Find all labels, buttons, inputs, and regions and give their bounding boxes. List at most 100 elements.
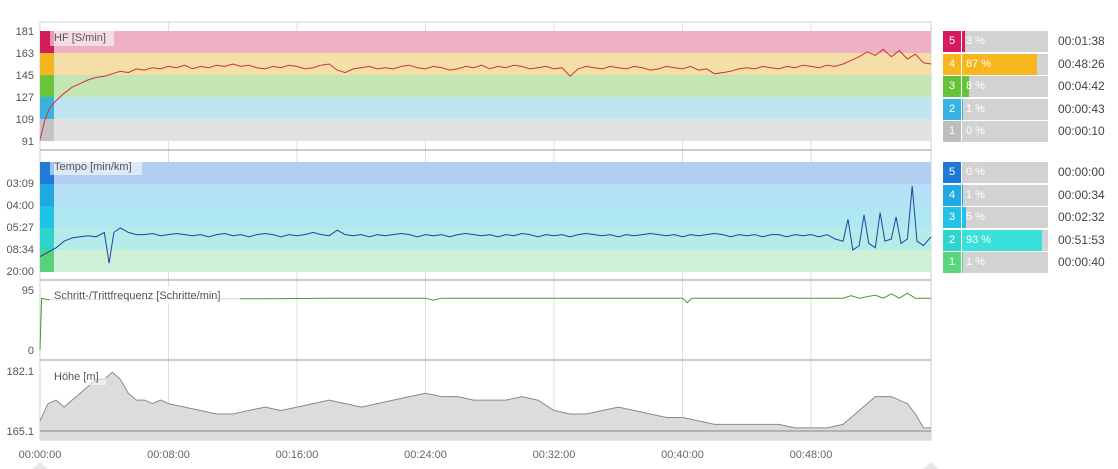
hf-zone-marker xyxy=(40,97,54,119)
zone-row-hf-5: 5 3 % 00:01:38 xyxy=(943,31,1113,52)
zone-bar: 3 % xyxy=(962,31,1048,52)
zone-percent: 1 % xyxy=(966,102,985,115)
zone-number: 5 xyxy=(943,31,961,52)
altitude-y-tick: 165.1 xyxy=(6,426,34,438)
x-tick-label: 00:40:00 xyxy=(661,449,704,461)
zone-row-tempo-4: 4 1 % 00:00:34 xyxy=(943,184,1113,206)
zone-time: 00:00:10 xyxy=(1058,124,1105,138)
zone-number: 1 xyxy=(943,121,961,142)
zone-bar-fill xyxy=(962,98,963,120)
zone-percent: 3 % xyxy=(966,35,985,47)
hf-y-tick: 91 xyxy=(22,136,34,148)
cadence-label-bg xyxy=(50,286,240,304)
zone-row-tempo-3: 3 5 % 00:02:32 xyxy=(943,207,1113,228)
zone-bar-fill xyxy=(962,229,1042,251)
tempo-label-bg xyxy=(50,157,142,175)
hf-zone-band xyxy=(40,97,931,119)
altitude-series-line xyxy=(39,371,931,429)
tempo-y-tick: 04:00 xyxy=(6,200,34,212)
tempo-y-tick: 08:34 xyxy=(6,244,34,256)
zone-row-tempo-2: 2 93 % 00:51:53 xyxy=(943,229,1113,251)
zone-bar-fill xyxy=(962,207,967,228)
tempo-zone-marker xyxy=(40,228,54,250)
hf-y-tick: 109 xyxy=(16,114,34,126)
zone-row-hf-2: 2 1 % 00:00:43 xyxy=(943,98,1113,120)
tempo-zone-marker xyxy=(40,206,54,228)
x-tick-label: 00:24:00 xyxy=(404,449,447,461)
zone-bar-fill xyxy=(962,31,965,52)
altitude-label-bg xyxy=(50,367,106,385)
zone-percent: 8 % xyxy=(966,80,985,92)
zone-bar: 8 % xyxy=(962,76,1048,97)
tempo-zone-band xyxy=(40,162,931,184)
zone-number: 5 xyxy=(943,162,961,183)
x-tick-label: 00:16:00 xyxy=(276,449,319,461)
zone-time: 00:48:26 xyxy=(1058,56,1105,71)
tempo-zone-band xyxy=(40,228,931,250)
zone-time: 00:00:40 xyxy=(1058,255,1105,269)
hf-zone-band xyxy=(40,75,931,97)
x-tick-label: 00:00:00 xyxy=(19,449,62,461)
scroll-marker-left xyxy=(32,462,48,469)
altitude-y-tick: 182.1 xyxy=(6,366,34,378)
tempo-panel-label: Tempo [min/km] xyxy=(54,161,132,173)
zone-row-tempo-1: 1 1 % 00:00:40 xyxy=(943,252,1113,273)
tempo-zone-marker xyxy=(40,184,54,206)
zone-row-hf-1: 1 0 % 00:00:10 xyxy=(943,121,1113,142)
zone-number: 2 xyxy=(943,229,961,251)
zone-time: 00:00:00 xyxy=(1058,165,1105,179)
altitude-panel-label: Höhe [m] xyxy=(54,371,99,383)
zone-percent: 5 % xyxy=(966,211,985,223)
zone-row-tempo-5: 5 0 % 00:00:00 xyxy=(943,162,1113,183)
zone-bar: 0 % xyxy=(962,121,1048,142)
zone-bar: 1 % xyxy=(962,252,1048,273)
tempo-zone-band xyxy=(40,206,931,228)
cadence-y-tick: 0 xyxy=(28,345,34,357)
zone-number: 1 xyxy=(943,252,961,273)
zone-bar-fill xyxy=(962,76,969,97)
zone-number: 3 xyxy=(943,207,961,228)
zone-number: 2 xyxy=(943,98,961,120)
zone-time: 00:51:53 xyxy=(1058,232,1105,247)
tempo-y-tick: 20:00 xyxy=(6,266,34,278)
hf-y-tick: 181 xyxy=(16,26,34,38)
zone-percent: 1 % xyxy=(966,256,985,268)
hf-zone-marker xyxy=(40,53,54,75)
zone-number: 4 xyxy=(943,53,961,75)
hf-zone-marker xyxy=(40,75,54,97)
zone-percent: 1 % xyxy=(966,188,985,201)
zone-bar: 1 % xyxy=(962,98,1048,120)
scroll-marker-right xyxy=(923,462,939,469)
zone-bar: 87 % xyxy=(962,53,1048,75)
tempo-zone-band xyxy=(40,250,931,272)
zone-time: 00:01:38 xyxy=(1058,34,1105,48)
hf-zone-band xyxy=(40,31,931,53)
hf-zone-band xyxy=(40,53,931,75)
hf-panel-label: HF [S/min] xyxy=(54,32,106,44)
zone-bar: 93 % xyxy=(962,229,1048,251)
hf-y-tick: 163 xyxy=(16,48,34,60)
cadence-panel-label: Schritt-/Trittfrequenz [Schritte/min] xyxy=(54,290,220,302)
zone-bar: 0 % xyxy=(962,162,1048,183)
zone-time: 00:04:42 xyxy=(1058,79,1105,93)
hf-zone-band xyxy=(40,119,931,141)
tempo-y-tick: 03:09 xyxy=(6,178,34,190)
zone-percent: 93 % xyxy=(966,233,992,246)
zone-time: 00:00:43 xyxy=(1058,101,1105,116)
hf-y-tick: 145 xyxy=(16,70,34,82)
x-tick-label: 00:48:00 xyxy=(790,449,833,461)
zone-number: 4 xyxy=(943,184,961,206)
tempo-y-tick: 05:27 xyxy=(6,222,34,234)
zone-percent: 0 % xyxy=(966,125,985,137)
hf-label-bg xyxy=(50,28,114,46)
zone-bar-fill xyxy=(962,184,963,206)
cadence-y-tick: 95 xyxy=(22,285,34,297)
zone-bar-fill xyxy=(962,252,963,273)
zone-number: 3 xyxy=(943,76,961,97)
zone-row-hf-3: 3 8 % 00:04:42 xyxy=(943,76,1113,97)
x-tick-label: 00:08:00 xyxy=(147,449,190,461)
zone-time: 00:02:32 xyxy=(1058,210,1105,224)
zone-percent: 87 % xyxy=(966,57,992,70)
zone-row-hf-4: 4 87 % 00:48:26 xyxy=(943,53,1113,75)
